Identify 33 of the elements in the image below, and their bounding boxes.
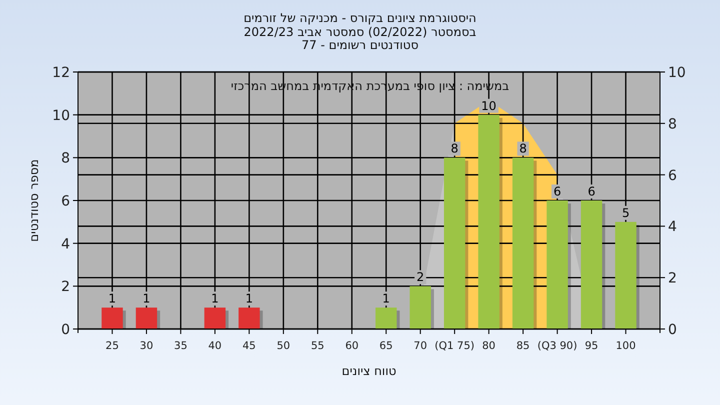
x-tick-label: 30 [140,340,154,352]
y-tick-label: 8 [61,150,70,167]
chart-subtitle: בסמסטר (02/2022) סמסטר אביב 2022/23 סטודנטים רשומים - 77 [244,25,476,52]
x-tick-label: (Q3 90) [537,340,578,352]
x-tick-label: 95 [584,340,598,352]
y2-tick-label: 4 [668,219,677,236]
y-tick-label: 10 [52,108,70,124]
y2-tick-label: 0 [668,322,677,338]
y-tick-label: 12 [52,65,70,81]
x-axis-title: טווח ציונים [342,364,396,378]
x-tick-label: 55 [310,340,324,352]
y2-tick-label: 10 [668,65,686,81]
y-tick-label: 6 [61,194,70,210]
y-tick-label: 4 [61,236,70,252]
x-tick-label: 60 [345,340,359,352]
x-tick-label: 50 [276,340,290,352]
y-tick-label: 2 [61,279,70,296]
x-tick-label: 80 [482,340,496,352]
x-tick-label: 25 [106,340,119,352]
x-tick-label: 40 [208,340,222,352]
x-tick-label: 70 [414,340,428,352]
x-tick-label: (Q1 75) [434,340,475,352]
y2-tick-label: 6 [668,168,677,184]
x-tick-label: 35 [174,340,188,352]
y-axis-title: מספר סטודנטים [27,159,41,242]
y-tick-label: 0 [61,322,70,338]
chart-title: היסטוגרמת ציונים בקורס - מכניקה של זורמים [244,11,476,25]
y2-tick-label: 8 [668,116,677,132]
x-tick-label: 100 [616,340,636,352]
x-tick-label: 65 [379,340,393,352]
y2-tick-label: 2 [668,270,677,287]
x-tick-label: 85 [516,340,530,352]
x-tick-label: 45 [242,340,256,352]
